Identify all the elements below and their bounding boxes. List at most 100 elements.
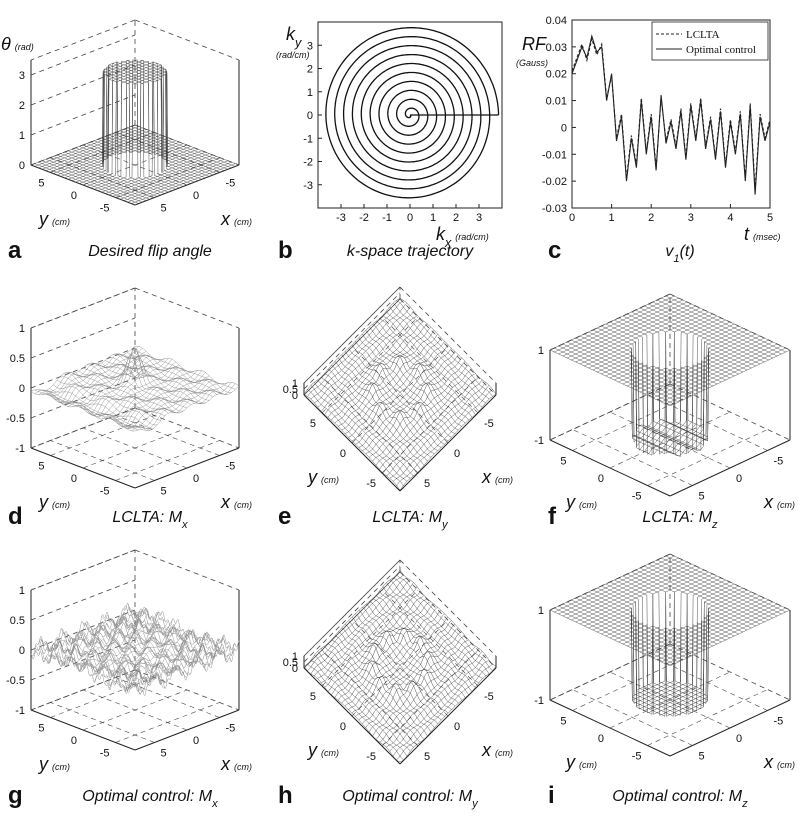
label-part: θ <box>1 34 11 54</box>
mesh-line <box>571 599 692 657</box>
mesh-line <box>64 59 169 179</box>
mesh-line <box>42 390 147 431</box>
mesh-line <box>49 388 154 429</box>
mesh-line <box>71 59 176 181</box>
z-tick-label: 2 <box>19 100 25 112</box>
z-tick-label: 1 <box>19 130 25 142</box>
mesh-line <box>567 341 688 399</box>
mesh-line <box>348 613 445 710</box>
mesh-line <box>324 373 421 470</box>
mesh-line <box>592 313 713 439</box>
x-axis-label: x (cm) <box>220 209 252 229</box>
mesh-line <box>567 561 688 619</box>
x-grid-line <box>82 689 188 731</box>
label-part: LCLTA: M <box>112 509 182 526</box>
mesh-line <box>45 159 150 200</box>
x-tick-label: 5 <box>161 486 167 498</box>
mesh-line <box>320 586 418 683</box>
mesh-line <box>334 361 432 458</box>
label-part: k <box>436 224 446 244</box>
mesh-line <box>382 586 480 683</box>
x-axis-label: x (cm) <box>481 740 513 760</box>
mesh-line <box>331 365 428 462</box>
z-tick-label: 1 <box>292 378 298 390</box>
mesh-line <box>64 73 169 193</box>
mesh-line <box>310 659 408 757</box>
z-tick-label: 1 <box>19 585 25 597</box>
z-tick-label: 0.5 <box>10 615 25 627</box>
y-axis-label: y (cm) <box>37 754 70 774</box>
z-tick-label: 0 <box>19 645 25 657</box>
z-tick-label: 0.5 <box>283 384 298 396</box>
mesh-line <box>34 126 139 167</box>
y-grid-line <box>647 689 768 746</box>
label-part: LCLTA: M <box>372 509 442 526</box>
unit: (cm) <box>579 760 597 770</box>
y-tick-label: 0 <box>307 110 313 122</box>
z-grid-line <box>30 34 136 76</box>
mesh-line <box>597 315 718 443</box>
x-grid-line <box>115 415 220 456</box>
x-tick-label: 4 <box>727 212 733 224</box>
y-tick-label: 5 <box>310 691 316 703</box>
x-grid-line <box>50 440 155 481</box>
y-axis-label: y (cm) <box>306 740 339 760</box>
mesh-line <box>94 59 199 181</box>
x-axis-label: x (cm) <box>220 492 252 512</box>
x-tick-label: -5 <box>484 418 494 430</box>
panel-caption: Optimal control: Mz <box>612 788 748 810</box>
mesh-line <box>34 346 139 394</box>
mesh-line <box>327 595 425 692</box>
mesh-line <box>38 127 143 169</box>
mesh-line <box>56 154 162 196</box>
mesh-line <box>317 379 414 476</box>
label-part: y <box>306 467 318 487</box>
panel-caption: LCLTA: Mz <box>642 509 718 531</box>
unit: (rad) <box>15 42 34 52</box>
mesh-line <box>303 665 401 763</box>
z-grid-line <box>303 286 401 384</box>
unit: (cm) <box>52 762 70 772</box>
x-tick-label: 0 <box>569 212 575 224</box>
y-tick-label: 2 <box>307 64 313 76</box>
label-part: y <box>37 492 49 512</box>
y-tick-label: 0 <box>598 473 604 485</box>
x-tick-label: 5 <box>767 212 773 224</box>
mesh-line <box>554 295 675 353</box>
x-tick-label: 5 <box>699 751 705 763</box>
mesh-line <box>392 385 490 482</box>
mesh-line <box>60 78 165 194</box>
x-axis-label: x (cm) <box>763 752 795 772</box>
mesh-line <box>45 130 150 171</box>
mesh-line <box>320 315 418 412</box>
mesh-line <box>601 577 722 707</box>
mesh-line <box>338 604 435 701</box>
mesh-line <box>579 595 701 653</box>
z-tick-label: 0.5 <box>283 657 298 669</box>
x-tick-label: 5 <box>424 751 430 763</box>
panel-letter: a <box>8 237 22 264</box>
z-tick-label: -1 <box>15 443 25 455</box>
mesh-line <box>331 598 428 695</box>
mesh-line <box>344 610 442 707</box>
mesh-line <box>562 343 683 401</box>
mesh-line <box>338 631 435 728</box>
mesh-line <box>588 571 709 697</box>
y-tick-label: 0 <box>71 190 77 202</box>
label-part: LCLTA: M <box>642 509 712 526</box>
mesh-line <box>317 311 414 408</box>
label-part: Optimal control: M <box>612 788 742 805</box>
mesh-line <box>64 372 169 414</box>
x-tick-label: 2 <box>648 212 654 224</box>
mesh-line <box>605 319 726 451</box>
mesh-line <box>584 333 705 456</box>
mesh-line <box>597 327 718 457</box>
mesh-line <box>338 357 435 455</box>
mesh-line <box>307 663 404 761</box>
mesh-line <box>609 321 731 453</box>
mesh-line <box>549 553 671 611</box>
y-grid-line <box>647 429 768 486</box>
unit: (cm) <box>234 762 252 772</box>
unit: (msec) <box>753 232 781 242</box>
x-tick-label: 0 <box>454 721 460 733</box>
